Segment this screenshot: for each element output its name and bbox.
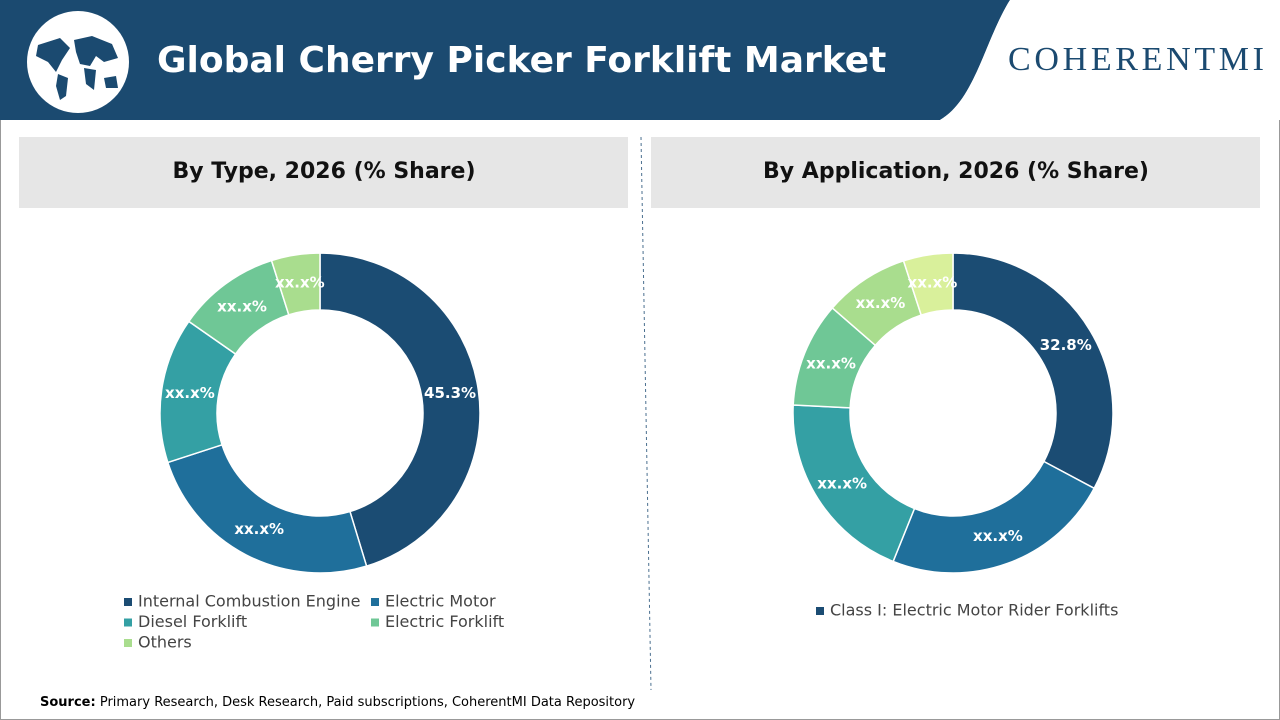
- legend-label: Class I: Electric Motor Rider Forklifts: [830, 601, 1118, 620]
- data-label: xx.x%: [856, 294, 906, 312]
- data-label: 32.8%: [1040, 336, 1092, 354]
- source-text: Primary Research, Desk Research, Paid su…: [100, 695, 636, 710]
- data-label: xx.x%: [275, 274, 325, 292]
- panel-title-box: [651, 137, 1260, 208]
- legend-swatch: [371, 618, 379, 627]
- globe-icon: [27, 11, 129, 113]
- divider: [640, 136, 652, 691]
- legend-swatch: [371, 598, 379, 606]
- panel-title: By Application, 2026 (% Share): [763, 159, 1149, 184]
- logo: COHERENTMI: [1008, 41, 1264, 78]
- donut-segment: [892, 460, 1096, 574]
- data-label: xx.x%: [973, 527, 1023, 545]
- legend-label: Internal Combustion Engine: [138, 592, 361, 611]
- donut-segment: [952, 252, 1114, 490]
- logo-area: [940, 0, 1280, 120]
- data-label: xx.x%: [234, 520, 284, 538]
- donut-segment: [902, 252, 954, 316]
- data-label: xx.x%: [165, 384, 215, 402]
- panel-title-box: [19, 137, 628, 208]
- legend-swatch: [816, 607, 824, 615]
- legend-swatch: [124, 618, 132, 627]
- donut-segment: [166, 443, 368, 574]
- globe-continents: [36, 36, 118, 100]
- legend-swatch: [124, 598, 132, 606]
- source: Source: Primary Research, Desk Research,…: [40, 695, 635, 710]
- donut-segment: [319, 252, 481, 568]
- data-label: xx.x%: [806, 354, 856, 372]
- legend-swatch: [124, 639, 132, 647]
- header-band: [0, 0, 1010, 120]
- legend-label: Others: [138, 633, 192, 652]
- legend-label: Diesel Forklift: [138, 612, 247, 631]
- legend-label: Electric Motor: [385, 592, 496, 611]
- data-label: xx.x%: [217, 298, 267, 316]
- data-label: xx.x%: [817, 474, 867, 492]
- legend-label: Electric Forklift: [385, 612, 504, 631]
- data-label: xx.x%: [908, 274, 958, 292]
- source-label: Source:: [40, 695, 96, 710]
- donut-segment: [270, 252, 321, 316]
- panel-title: By Type, 2026 (% Share): [172, 159, 475, 184]
- page-title: Global Cherry Picker Forklift Market: [157, 40, 886, 81]
- data-label: 45.3%: [424, 384, 476, 402]
